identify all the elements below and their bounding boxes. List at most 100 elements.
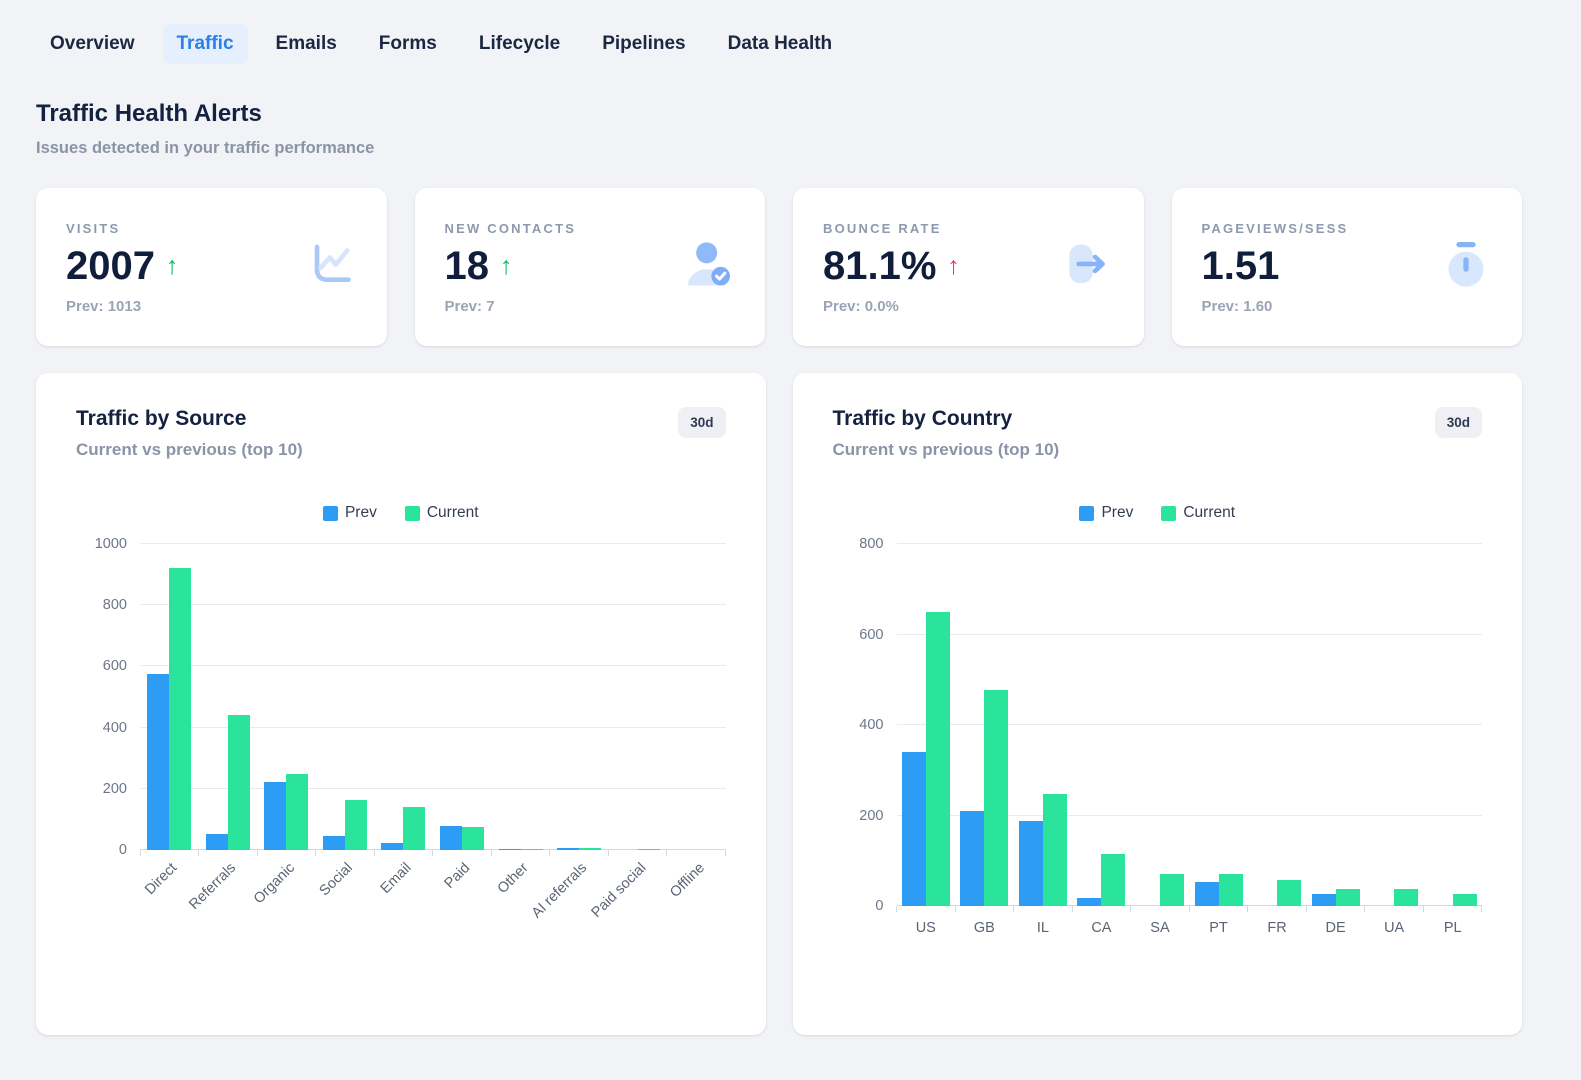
bar-current-fr bbox=[1277, 879, 1302, 906]
legend-label: Current bbox=[426, 504, 479, 521]
x-tick-label-paid-social: Paid social bbox=[588, 860, 649, 921]
kpi-previous-value: Prev: 0.0% bbox=[823, 298, 899, 315]
legend-item-prev[interactable]: Prev bbox=[1079, 504, 1133, 522]
gridline bbox=[896, 724, 1482, 725]
y-tick-label: 200 bbox=[102, 780, 127, 797]
bar-group-paid-social: Paid social bbox=[588, 544, 667, 921]
tab-traffic[interactable]: Traffic bbox=[162, 24, 248, 64]
y-tick-label: 1000 bbox=[94, 536, 127, 552]
bar-current-organic bbox=[286, 773, 309, 850]
kpi-label: NEW CONTACTS bbox=[444, 221, 577, 236]
bar-group-pl: PL bbox=[1423, 544, 1483, 936]
bar-prev-ca bbox=[1077, 897, 1102, 906]
bar-group-paid: Paid bbox=[433, 544, 492, 892]
page-subtitle: Issues detected in your traffic performa… bbox=[36, 139, 375, 157]
kpi-card-bounce-rate: BOUNCE RATE 81.1% ↑ Prev: 0.0% bbox=[793, 188, 1144, 346]
x-tick-label-offline: Offline bbox=[666, 860, 708, 901]
bar-group-other: Other bbox=[491, 544, 550, 897]
chart-legend: Prev Current bbox=[833, 504, 1483, 522]
x-tick-label-ca: CA bbox=[1091, 920, 1112, 936]
legend-item-current[interactable]: Current bbox=[1161, 504, 1235, 522]
bar-prev-ai-referrals bbox=[557, 848, 580, 850]
bar-current-social bbox=[344, 799, 367, 850]
bar-group-il: IL bbox=[1014, 544, 1073, 936]
gridline bbox=[896, 633, 1482, 635]
kpi-previous-value: Prev: 1013 bbox=[66, 298, 142, 315]
date-range-badge: 30d bbox=[1434, 407, 1482, 438]
legend-item-current[interactable]: Current bbox=[404, 504, 479, 522]
chart-title: Traffic by Source bbox=[76, 407, 247, 430]
bar-prev-other bbox=[498, 848, 521, 850]
x-tick-label-other: Other bbox=[494, 860, 532, 897]
legend-swatch-prev bbox=[1079, 505, 1095, 521]
bar-prev-email bbox=[381, 842, 404, 850]
bar-current-us bbox=[925, 611, 950, 906]
bar-current-referrals bbox=[227, 715, 250, 850]
y-tick-label: 600 bbox=[102, 658, 127, 675]
bar-group-fr: FR bbox=[1248, 544, 1307, 936]
kpi-card-new-contacts: NEW CONTACTS 18 ↑ Prev: 7 bbox=[414, 188, 765, 346]
bar-group-social: Social bbox=[316, 544, 375, 899]
traffic-by-country-card: Traffic by Country Current vs previous (… bbox=[792, 373, 1522, 1035]
bar-current-ua bbox=[1394, 889, 1419, 906]
x-tick-label-social: Social bbox=[316, 860, 357, 900]
kpi-row: VISITS 2007 ↑ Prev: 1013 NEW CONTACTS 18… bbox=[36, 188, 1522, 346]
bar-current-pl bbox=[1452, 894, 1477, 906]
page-title: Traffic Health Alerts bbox=[36, 100, 262, 127]
bar-current-sa bbox=[1159, 874, 1184, 906]
kpi-previous-value: Prev: 7 bbox=[444, 298, 495, 315]
kpi-value: 81.1% bbox=[823, 244, 937, 288]
kpi-card-visits: VISITS 2007 ↑ Prev: 1013 bbox=[36, 188, 387, 346]
bar-group-ua: UA bbox=[1365, 544, 1424, 936]
x-tick-label-fr: FR bbox=[1267, 920, 1287, 936]
kpi-value: 18 bbox=[444, 244, 490, 288]
date-range-badge: 30d bbox=[678, 407, 726, 438]
kpi-card-pageviews-per-session: PAGEVIEWS/SESS 1.51 Prev: 1.60 bbox=[1171, 188, 1522, 346]
bar-current-direct bbox=[169, 568, 192, 850]
x-tick-label-pl: PL bbox=[1443, 920, 1462, 936]
bar-group-offline: Offline bbox=[667, 544, 726, 901]
tab-emails[interactable]: Emails bbox=[275, 33, 337, 54]
bar-group-direct: Direct bbox=[139, 544, 199, 898]
gridline bbox=[896, 543, 1482, 544]
gridline bbox=[140, 726, 726, 728]
bar-current-ca bbox=[1101, 853, 1126, 906]
y-tick-label: 400 bbox=[859, 717, 884, 733]
bar-group-email: Email bbox=[374, 544, 433, 897]
x-tick-label-ua: UA bbox=[1384, 920, 1405, 936]
bar-group-de: DE bbox=[1306, 544, 1365, 936]
trend-up-icon: ↑ bbox=[500, 252, 513, 280]
bar-current-pt bbox=[1218, 874, 1243, 906]
bar-group-us: US bbox=[896, 544, 956, 936]
chart-title: Traffic by Country bbox=[832, 407, 1013, 430]
x-tick-label-referrals: Referrals bbox=[186, 860, 240, 913]
x-tick-label-de: DE bbox=[1325, 920, 1346, 936]
kpi-label: VISITS bbox=[66, 221, 121, 236]
legend-item-prev[interactable]: Prev bbox=[322, 504, 377, 522]
bar-prev-paid bbox=[440, 826, 462, 850]
tab-overview[interactable]: Overview bbox=[50, 33, 135, 54]
gridline bbox=[140, 543, 726, 544]
bar-current-gb bbox=[984, 689, 1009, 906]
tab-forms[interactable]: Forms bbox=[378, 33, 437, 54]
tab-data-health[interactable]: Data Health bbox=[727, 33, 833, 54]
traffic-by-country-plot: 0 200 400 600 800 US GB IL CA SA PT FR DE UA PL bbox=[859, 536, 1483, 936]
chart-legend: Prev Current bbox=[76, 504, 726, 522]
bar-prev-referrals bbox=[205, 834, 228, 850]
bar-prev-gb bbox=[960, 810, 985, 906]
top-tab-bar: Overview Traffic Emails Forms Lifecycle Pipel… bbox=[0, 0, 1581, 64]
y-tick-label: 0 bbox=[118, 842, 127, 858]
y-tick-label: 400 bbox=[102, 719, 127, 736]
tab-pipelines[interactable]: Pipelines bbox=[602, 33, 686, 54]
tab-lifecycle[interactable]: Lifecycle bbox=[478, 33, 561, 54]
gridline bbox=[896, 814, 1482, 816]
bar-prev-direct bbox=[147, 674, 170, 850]
x-tick-label-gb: GB bbox=[973, 920, 995, 936]
bar-current-paid-social bbox=[637, 849, 660, 850]
trend-up-icon: ↑ bbox=[165, 252, 179, 280]
gridline bbox=[140, 787, 726, 789]
bar-group-referrals: Referrals bbox=[186, 544, 258, 913]
x-tick-label-direct: Direct bbox=[142, 860, 181, 899]
kpi-previous-value: Prev: 1.60 bbox=[1201, 298, 1273, 315]
bar-prev-de bbox=[1311, 893, 1336, 906]
